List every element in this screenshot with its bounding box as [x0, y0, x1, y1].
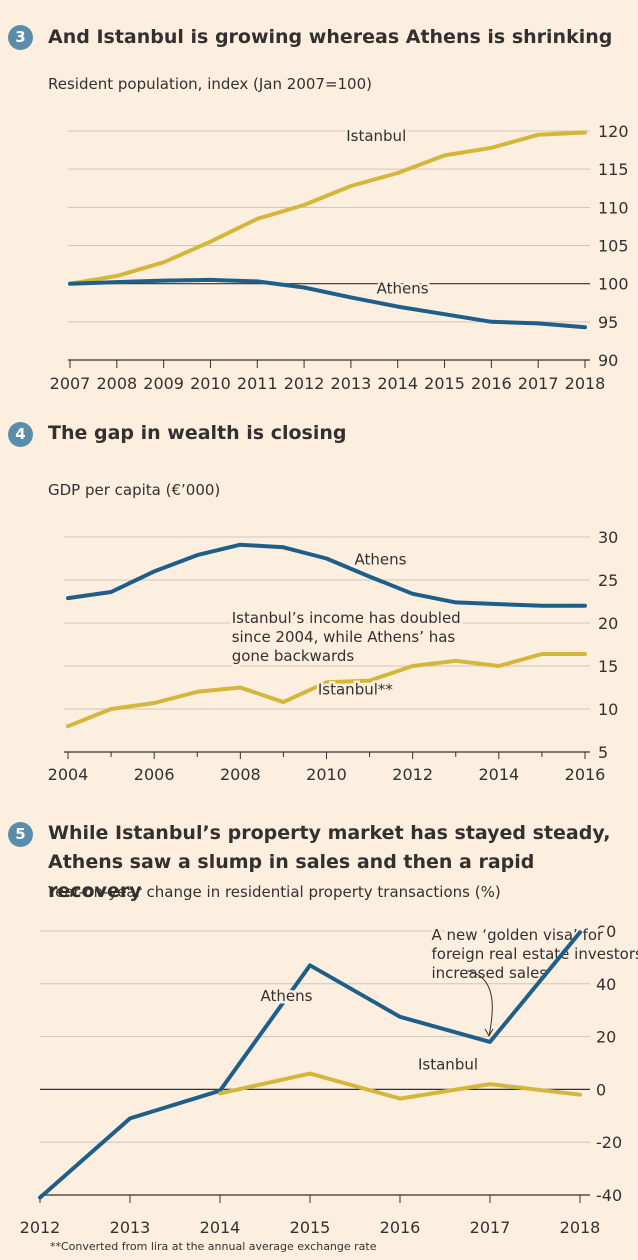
annotation-arrow — [467, 970, 493, 1036]
y-tick-label: 105 — [598, 237, 629, 256]
chart-5: -40 -20 0 20 40 60 2012 2013 2014 2015 2016 2017 201… — [20, 922, 638, 1237]
x-tick-label: 2008 — [96, 374, 137, 393]
chart-panel-gdp: 4 The gap in wealth is closing GDP per c… — [8, 422, 347, 499]
series-line-istanbul — [68, 130, 587, 286]
x-tick-label: 2010 — [306, 765, 347, 784]
y-tick-label: 25 — [598, 571, 618, 590]
chart-4: 5 10 15 20 25 30 2004 2006 2008 2010 2012 2014 2016 I… — [48, 528, 619, 784]
chart-title: The gap in wealth is closing — [48, 422, 347, 444]
x-tick-label: 2016 — [380, 1218, 421, 1237]
y-tick-label: 115 — [598, 160, 629, 179]
annotation-line: increased sales — [432, 964, 548, 982]
chart-subtitle: Resident population, index (Jan 2007=100… — [48, 75, 372, 93]
x-tick-label: 2010 — [190, 374, 231, 393]
y-tick-label: 95 — [598, 313, 618, 332]
chart-subtitle: GDP per capita (€’000) — [48, 481, 221, 499]
chart-number-badge: 5 — [8, 822, 33, 847]
series-line-athens — [68, 277, 587, 330]
x-tick-label: 2017 — [470, 1218, 511, 1237]
y-tick-label: 60 — [596, 922, 616, 941]
y-tick-label: 100 — [598, 275, 629, 294]
chart-panel-population: 3 And Istanbul is growing whereas Athens… — [0, 0, 638, 400]
series-label: Athens — [377, 280, 429, 298]
annotation-arrowhead — [484, 1028, 494, 1037]
series-line-istanbul — [66, 652, 587, 729]
y-tick-label: 5 — [598, 743, 608, 762]
series-line-athens — [66, 542, 587, 608]
x-tick-label: 2012 — [284, 374, 325, 393]
x-tick-label: 2013 — [331, 374, 372, 393]
y-tick-label: 30 — [598, 528, 618, 547]
x-tick-label: 2012 — [20, 1218, 61, 1237]
series-line-athens — [38, 930, 582, 1200]
series-label: Istanbul — [418, 1056, 478, 1074]
x-tick-label: 2018 — [560, 1218, 601, 1237]
y-tick-label: -40 — [596, 1186, 622, 1205]
chart-title: And Istanbul is growing whereas Athens i… — [48, 26, 613, 48]
chart-subtitle: Year-on-year change in residential prope… — [48, 883, 501, 901]
chart-3: 90 95 100 105 110 115 120 2007 2008 2009 2010 2011 2… — [50, 122, 629, 393]
x-tick-label: 2008 — [220, 765, 261, 784]
x-tick-label: 2007 — [50, 374, 91, 393]
chart-title: While Istanbul’s property market has sta… — [48, 822, 611, 902]
x-tick-label: 2014 — [200, 1218, 241, 1237]
x-tick-label: 2012 — [392, 765, 433, 784]
x-tick-label: 2016 — [565, 765, 606, 784]
x-tick-label: 2018 — [565, 374, 606, 393]
y-tick-label: 40 — [596, 975, 616, 994]
chart-number-badge: 3 — [8, 25, 33, 50]
series-label: Athens — [261, 987, 313, 1005]
series-label: Istanbul** — [318, 680, 394, 698]
y-tick-label: -20 — [596, 1133, 622, 1152]
y-tick-label: 20 — [598, 614, 618, 633]
annotation-line: Istanbul’s income has doubled — [232, 609, 461, 627]
y-tick-label: 110 — [598, 198, 629, 217]
x-tick-label: 2015 — [290, 1218, 331, 1237]
x-tick-label: 2013 — [110, 1218, 151, 1237]
y-tick-label: 10 — [598, 700, 618, 719]
footnote: **Converted from lira at the annual aver… — [50, 1240, 377, 1253]
y-tick-label: 90 — [598, 351, 618, 370]
x-tick-label: 2015 — [424, 374, 465, 393]
chart-number-badge: 4 — [8, 422, 33, 447]
x-tick-label: 2004 — [48, 765, 89, 784]
series-label: Athens — [355, 551, 407, 569]
x-tick-label: 2014 — [377, 374, 418, 393]
x-tick-label: 2017 — [518, 374, 559, 393]
annotation-line: foreign real estate investors — [432, 945, 638, 963]
y-tick-label: 120 — [598, 122, 629, 141]
annotation-line: gone backwards — [232, 647, 355, 665]
y-tick-label: 20 — [596, 1028, 616, 1047]
x-tick-label: 2016 — [471, 374, 512, 393]
x-tick-label: 2011 — [237, 374, 278, 393]
y-tick-label: 15 — [598, 657, 618, 676]
x-tick-label: 2009 — [143, 374, 184, 393]
x-tick-label: 2014 — [478, 765, 519, 784]
annotation-line: since 2004, while Athens’ has — [232, 628, 456, 646]
x-tick-label: 2006 — [134, 765, 175, 784]
series-label: Istanbul — [346, 127, 406, 145]
y-tick-label: 0 — [596, 1080, 606, 1099]
series-line-istanbul — [218, 1071, 582, 1101]
